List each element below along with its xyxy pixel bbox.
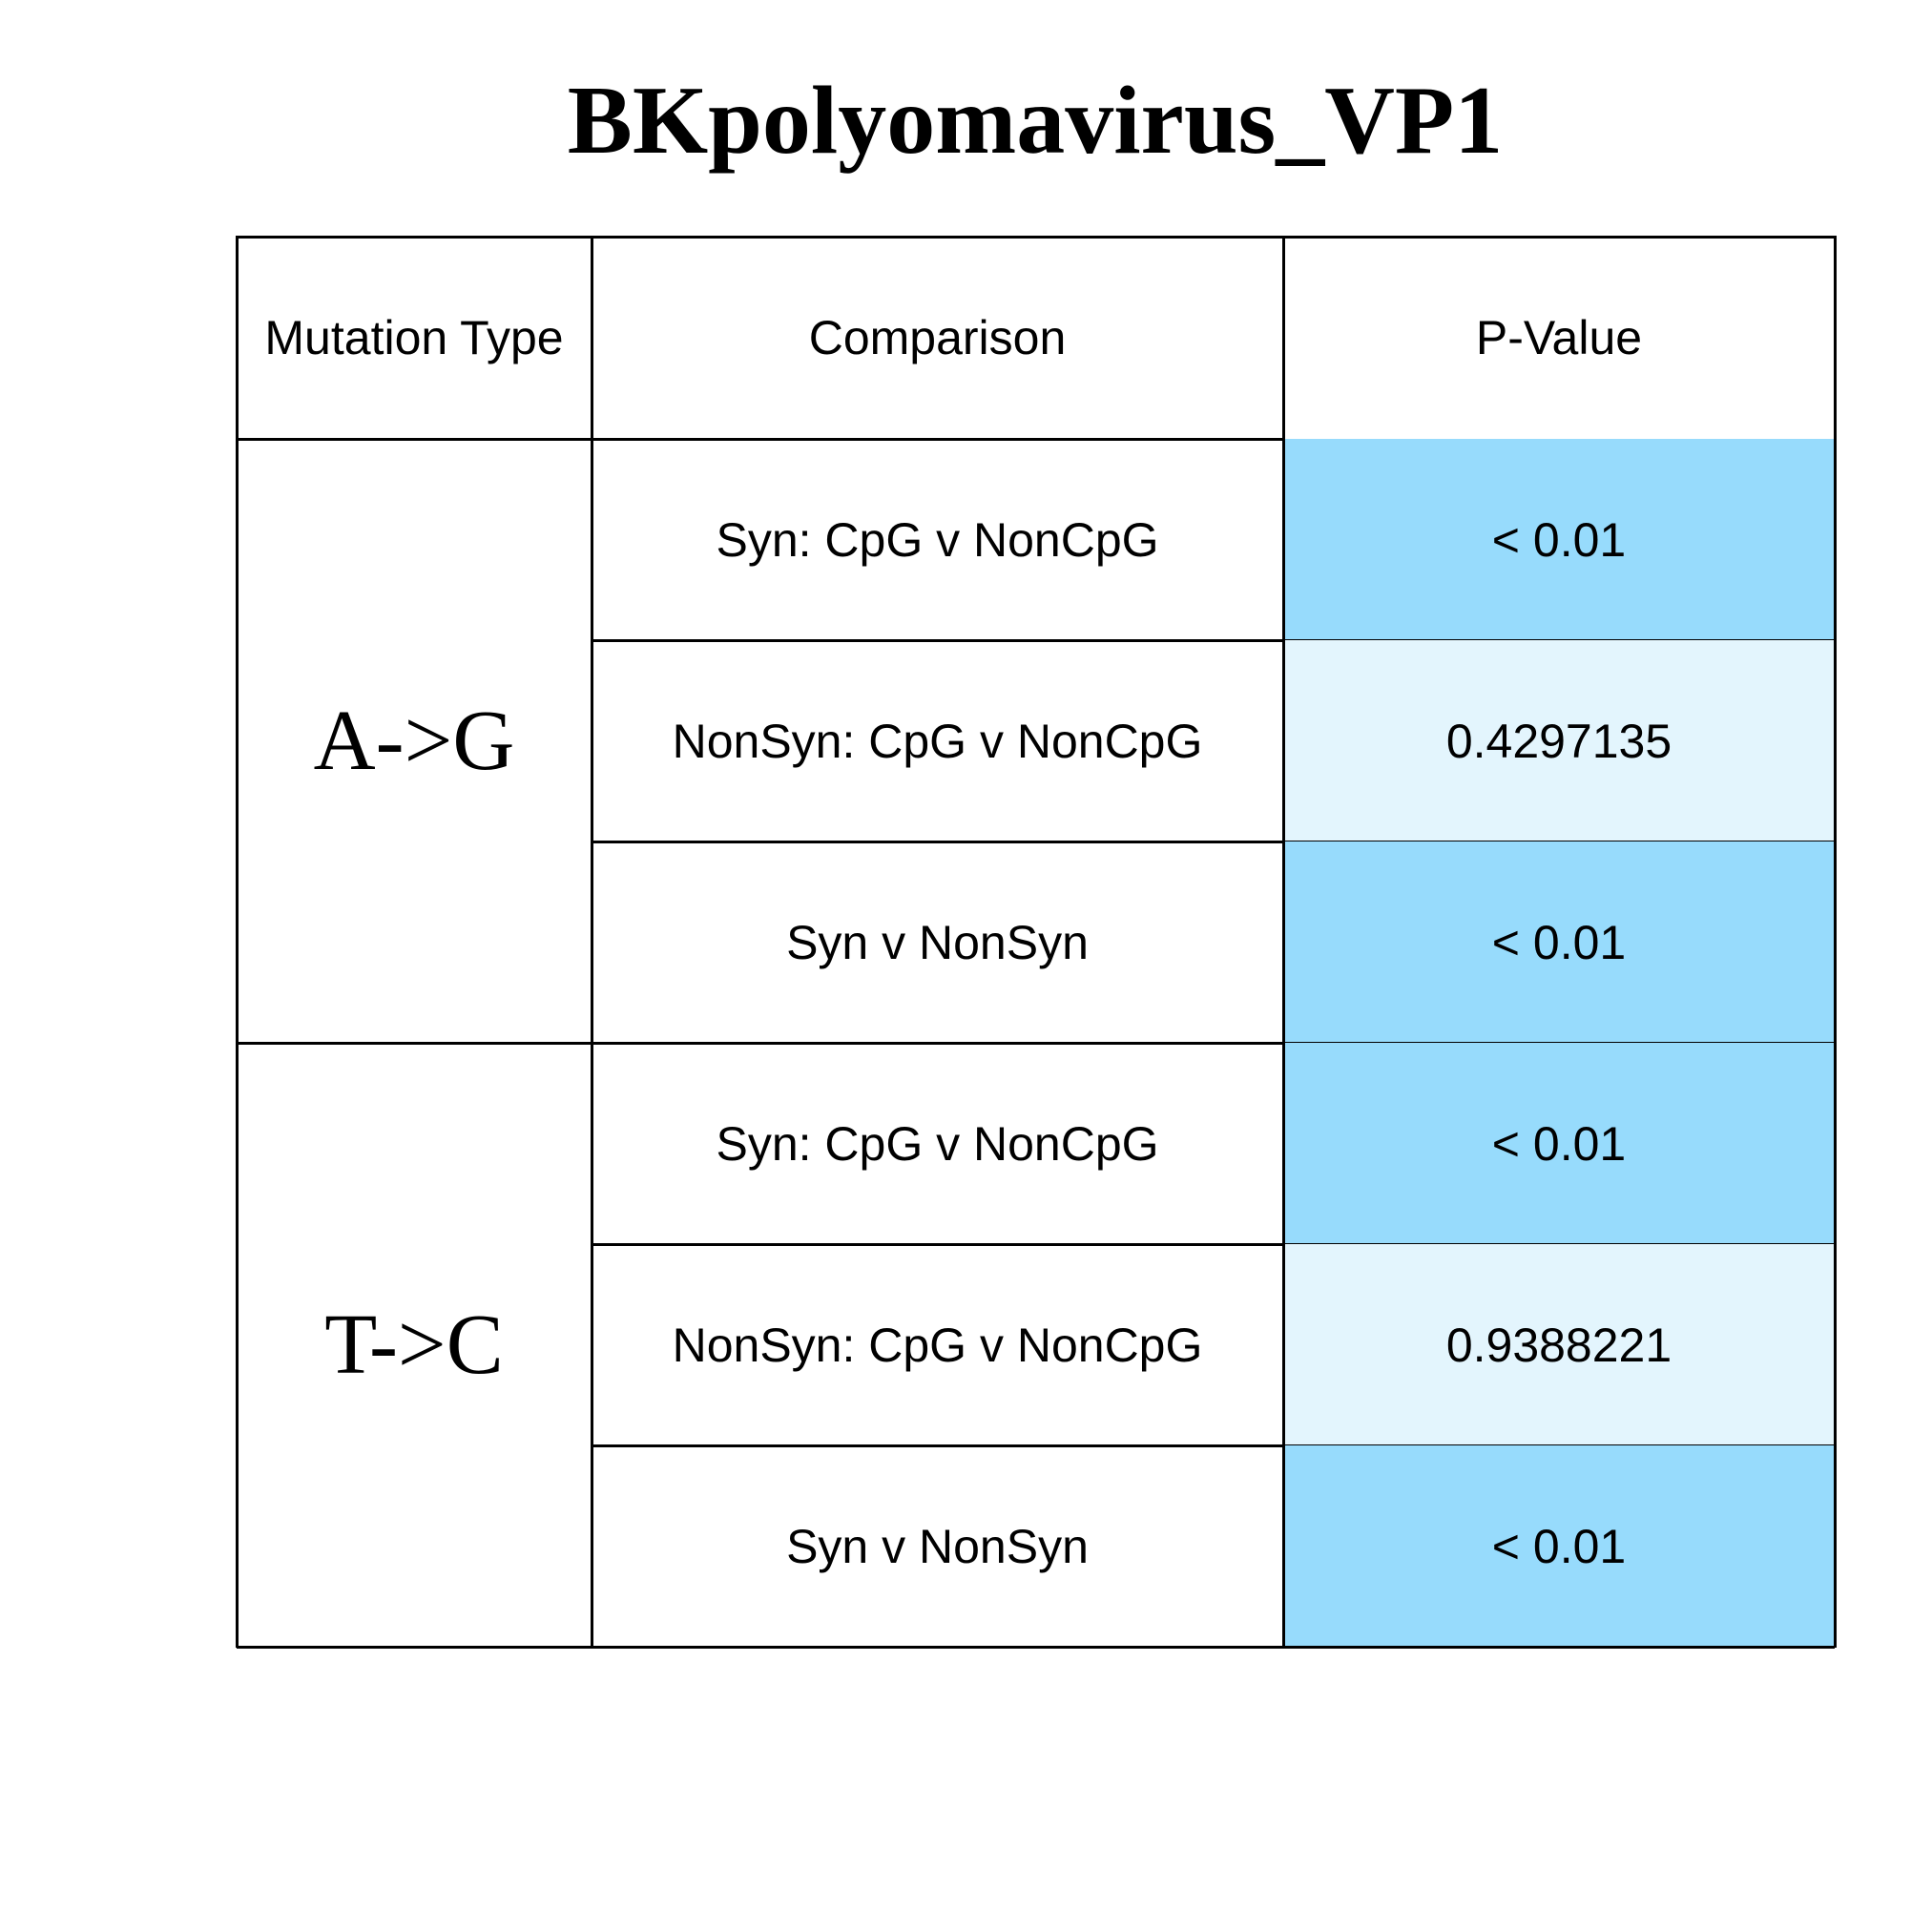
header-divider [237,438,1283,441]
column-divider [591,236,593,1648]
row-divider [592,841,1835,843]
p-value-cell: 0.4297135 [1445,714,1672,768]
p-value-cell: < 0.01 [1491,915,1627,969]
comparison-cell: Syn: CpG v NonCpG [716,512,1159,567]
column-divider [1282,236,1285,1648]
mutation-type-cell: T->C [324,1298,504,1392]
row-divider [592,1444,1835,1447]
table-top-border [237,236,1836,239]
column-header: Comparison [808,311,1067,364]
p-value-fill [1283,841,1835,1043]
p-value-cell: < 0.01 [1491,1519,1627,1573]
row-divider [592,1243,1835,1246]
row-divider [592,1646,1835,1649]
chart-title: BKpolyomavirus_VP1 [567,67,1504,175]
p-value-cell: 0.9388221 [1445,1318,1672,1372]
comparison-cell: NonSyn: CpG v NonCpG [672,714,1203,768]
column-divider [1834,236,1837,1648]
column-header: Mutation Type [264,311,564,364]
comparison-cell: Syn: CpG v NonCpG [716,1116,1159,1171]
p-value-fill [1283,439,1835,640]
p-value-cell: < 0.01 [1491,1116,1627,1171]
row-divider [592,1042,1835,1045]
p-value-fill [1283,1445,1835,1647]
column-divider [236,236,239,1648]
mutation-type-cell: A->G [313,694,515,788]
group-divider [237,1646,592,1649]
column-header: P-Value [1475,311,1643,364]
comparison-cell: Syn v NonSyn [786,915,1089,969]
group-divider [237,1042,592,1045]
p-value-cell: < 0.01 [1491,512,1627,567]
p-value-fill [1283,1244,1835,1445]
comparison-cell: Syn v NonSyn [786,1519,1089,1573]
comparison-cell: NonSyn: CpG v NonCpG [672,1318,1203,1372]
row-divider [592,639,1835,642]
p-value-fill [1283,640,1835,841]
p-value-fill [1283,1043,1835,1244]
